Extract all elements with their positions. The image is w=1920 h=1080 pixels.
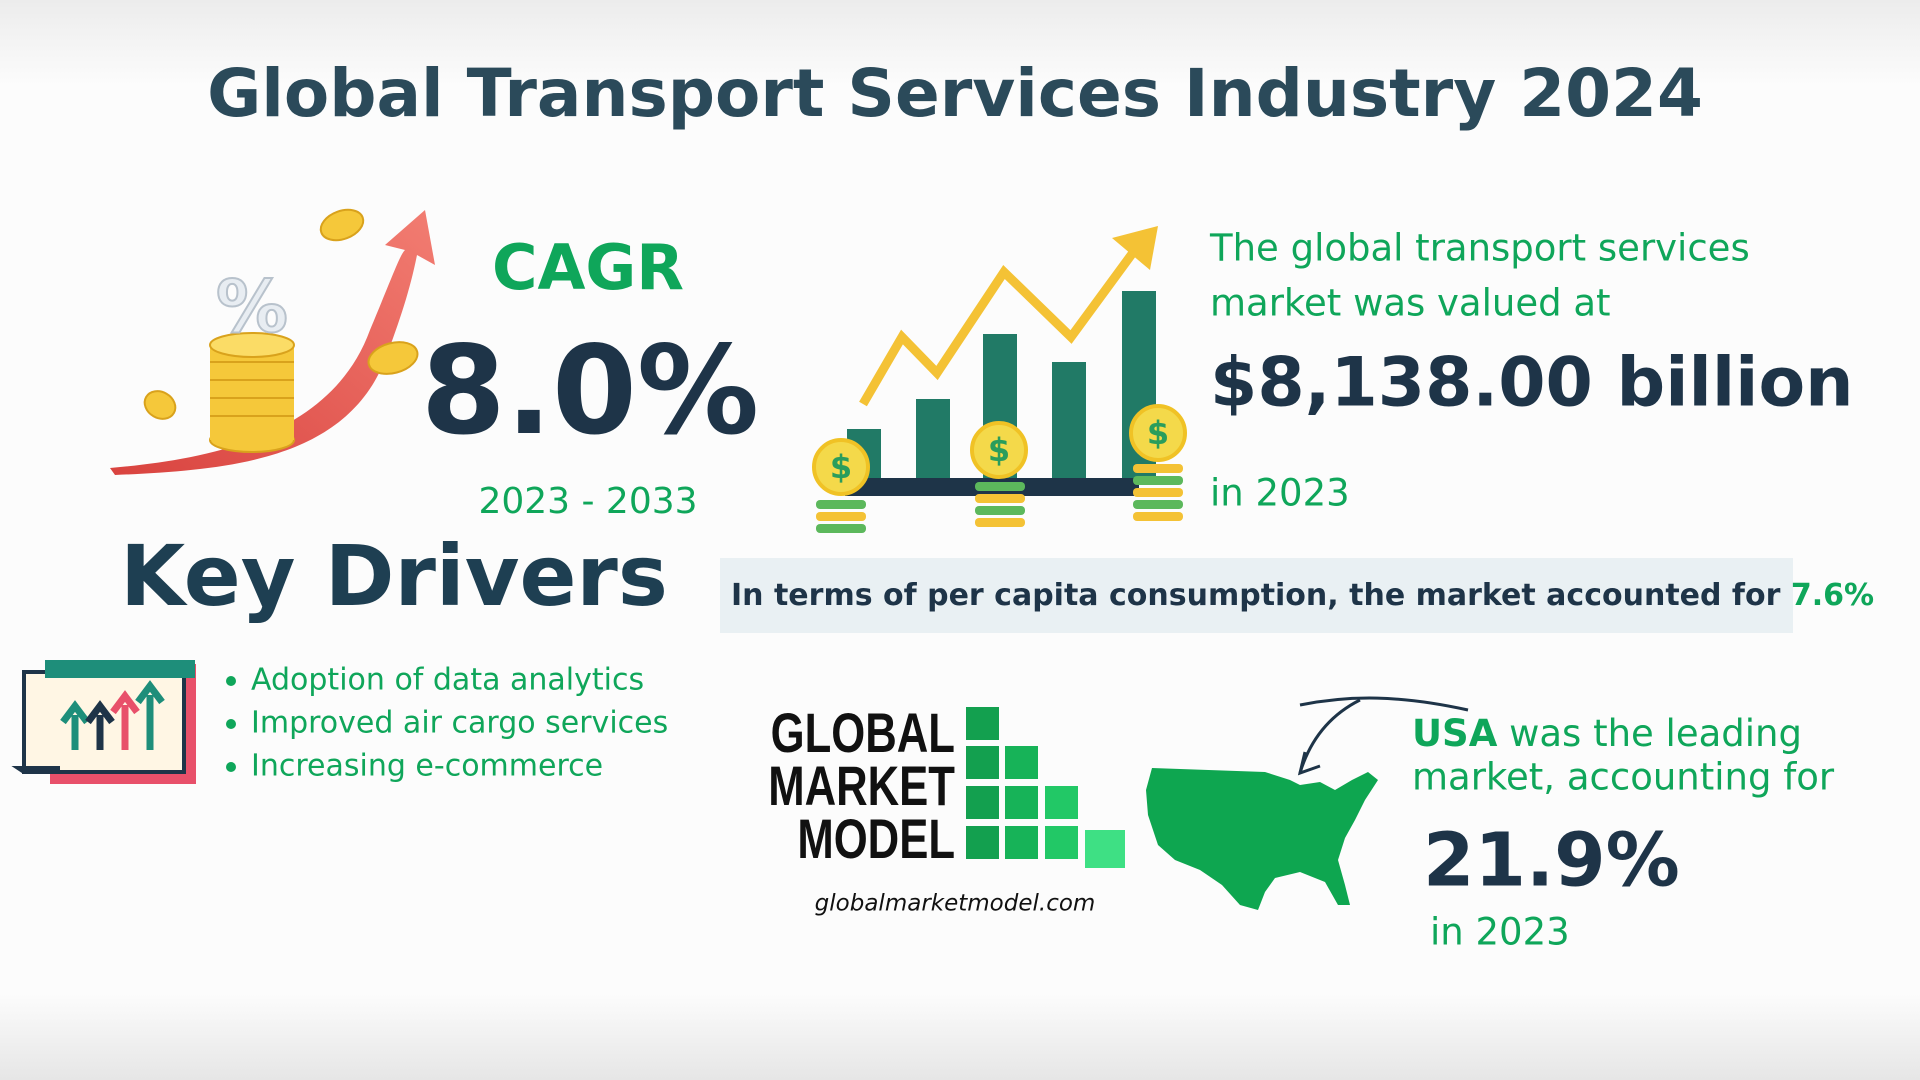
- svg-text:$: $: [1147, 414, 1169, 452]
- usa-year: in 2023: [1430, 911, 1570, 954]
- logo-text: GLOBAL: [771, 702, 955, 764]
- usa-map: [1146, 696, 1469, 910]
- usa-value: 21.9%: [1423, 818, 1680, 904]
- bullet: [226, 676, 236, 686]
- per-capita-box: [720, 558, 1793, 633]
- cagr-period: 2023 - 2033: [478, 481, 697, 522]
- usa-text: market, accounting for: [1412, 756, 1835, 799]
- growth-illustration: $ $ $: [812, 226, 1187, 533]
- cagr-illustration: %: [110, 208, 435, 475]
- drivers-icon: [11, 660, 196, 784]
- market-intro: The global transport services: [1209, 227, 1750, 270]
- bullet: [226, 762, 236, 772]
- drivers-list: Adoption of data analytics Improved air …: [226, 663, 668, 784]
- key-drivers-title: Key Drivers: [120, 527, 668, 625]
- cagr-value: 8.0%: [421, 320, 759, 462]
- market-year: in 2023: [1210, 472, 1350, 515]
- market-intro: market was valued at: [1210, 282, 1611, 325]
- per-capita-text: In terms of per capita consumption, the …: [731, 578, 1874, 613]
- driver-item: Improved air cargo services: [251, 706, 668, 741]
- logo-url: globalmarketmodel.com: [815, 891, 1096, 917]
- svg-text:$: $: [988, 431, 1010, 469]
- per-capita-label: In terms of per capita consumption, the …: [731, 578, 1781, 613]
- logo-text: MODEL: [797, 808, 955, 870]
- driver-item: Increasing e-commerce: [251, 749, 603, 784]
- bullet: [226, 719, 236, 729]
- usa-country: USA: [1412, 712, 1498, 755]
- usa-line: USA was the leading: [1412, 712, 1802, 755]
- svg-text:$: $: [830, 448, 852, 486]
- driver-item: Adoption of data analytics: [251, 663, 644, 698]
- svg-text:%: %: [216, 265, 288, 349]
- cagr-label: CAGR: [492, 231, 684, 304]
- title: Global Transport Services Industry 2024: [207, 55, 1703, 132]
- logo: GLOBAL MARKET MODEL globalmarketmodel.co…: [768, 702, 1125, 917]
- market-value: $8,138.00 billion: [1210, 344, 1854, 423]
- logo-text: MARKET: [768, 755, 955, 817]
- usa-text: was the leading: [1509, 712, 1802, 755]
- per-capita-value: 7.6%: [1791, 578, 1874, 613]
